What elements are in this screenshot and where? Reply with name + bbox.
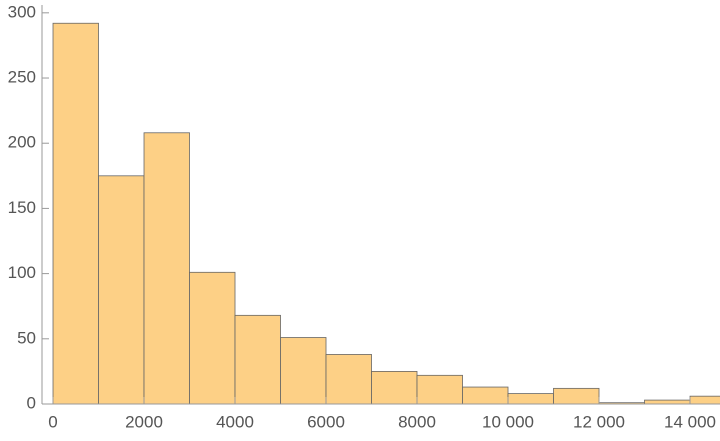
x-tick-label: 14 000 (664, 412, 716, 431)
y-tick-label: 150 (8, 198, 36, 217)
bar (553, 387, 600, 405)
bar (416, 374, 463, 405)
bar (98, 175, 145, 405)
y-tick-label: 250 (8, 68, 36, 87)
x-tick-label: 12 000 (573, 412, 625, 431)
bar (52, 22, 99, 405)
bar (644, 399, 691, 405)
bar (325, 354, 372, 405)
y-tick-label: 200 (8, 133, 36, 152)
x-tick-label: 8000 (398, 412, 436, 431)
bar (371, 371, 418, 405)
x-tick-label: 2000 (125, 412, 163, 431)
y-tick-label: 300 (8, 2, 36, 21)
bar (234, 314, 281, 405)
bar (189, 271, 236, 405)
x-tick-label: 0 (48, 412, 57, 431)
bar (462, 386, 509, 405)
y-tick-label: 100 (8, 263, 36, 282)
y-tick-label: 50 (17, 328, 36, 347)
bar (507, 393, 554, 405)
bar (689, 395, 720, 405)
y-tick-label: 0 (27, 393, 36, 412)
bar (280, 337, 327, 405)
bar (143, 132, 190, 405)
x-tick-label: 6000 (307, 412, 345, 431)
x-tick-label: 10 000 (482, 412, 534, 431)
x-tick-label: 4000 (216, 412, 254, 431)
